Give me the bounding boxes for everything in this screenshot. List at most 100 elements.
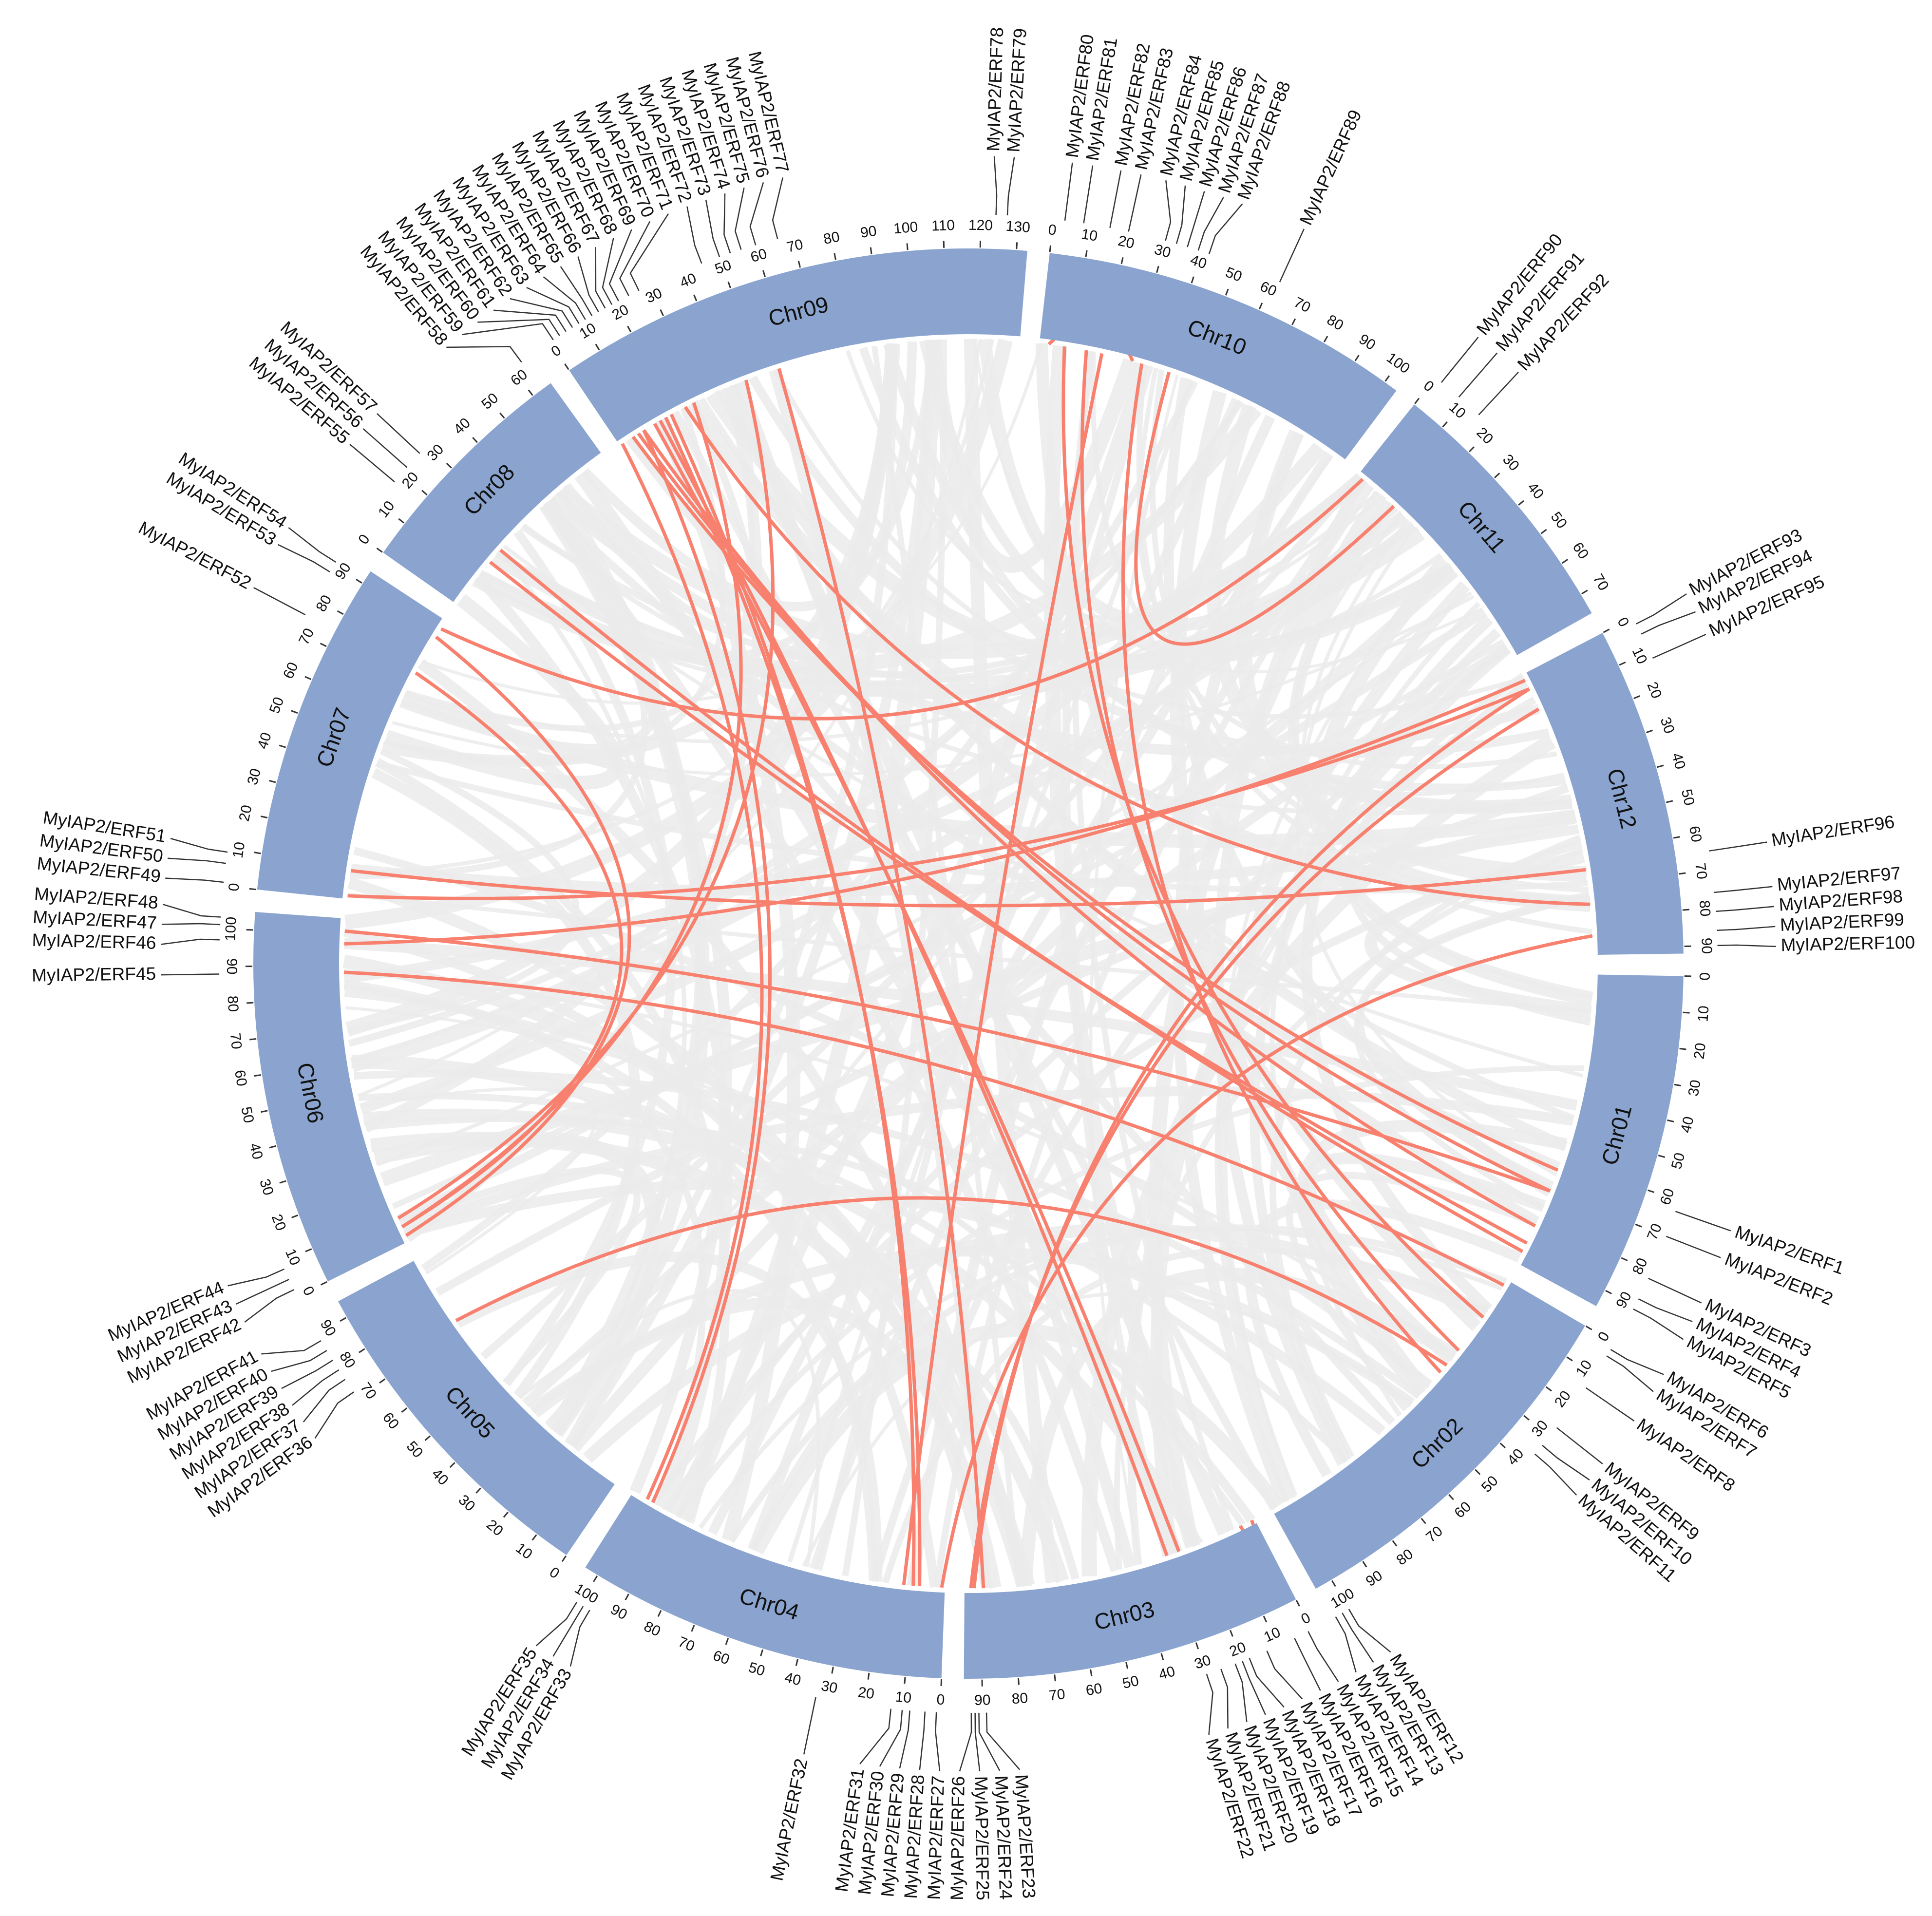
gene-leader xyxy=(1234,1663,1248,1722)
background-link xyxy=(1170,390,1430,1395)
gene-leader xyxy=(1585,1387,1635,1422)
tick-mark xyxy=(1648,1189,1655,1193)
background-link xyxy=(557,473,1366,659)
gene-leader xyxy=(985,1712,1021,1770)
gene-leader xyxy=(161,923,221,926)
gene-leader xyxy=(602,238,614,305)
gene-label: MyIAP2/ERF45 xyxy=(32,964,156,986)
tick-mark xyxy=(260,816,268,818)
tick-mark xyxy=(528,389,533,396)
tick-mark xyxy=(1414,398,1420,404)
tick-label: 0 xyxy=(226,882,243,892)
tick-mark xyxy=(1523,1415,1530,1421)
tick-label: 110 xyxy=(931,217,955,234)
duplication-link xyxy=(637,432,1551,1193)
gene-leader xyxy=(1064,162,1073,221)
gene-leader xyxy=(477,319,560,336)
gene-leader xyxy=(1717,944,1776,948)
tick-mark xyxy=(831,1667,834,1674)
gene-leader xyxy=(1458,352,1498,398)
tick-mark xyxy=(320,643,327,647)
tick-mark xyxy=(1518,500,1524,506)
tick-mark xyxy=(760,1649,764,1656)
tick-mark xyxy=(625,1594,629,1600)
gene-leader xyxy=(376,413,420,454)
tick-mark xyxy=(1621,1257,1628,1262)
duplication-link xyxy=(642,429,772,1503)
tick-mark xyxy=(1054,1674,1056,1682)
gene-leader xyxy=(271,1350,327,1372)
gene-label: MyIAP2/ERF100 xyxy=(1780,932,1915,955)
gene-leader xyxy=(314,1391,354,1439)
gene-leader xyxy=(1648,1277,1702,1304)
gene-label: MyIAP2/ERF46 xyxy=(32,930,156,953)
tick-mark xyxy=(1085,250,1088,258)
gene-leader xyxy=(705,199,720,257)
background-link xyxy=(1296,1119,1568,1398)
background-link xyxy=(750,1323,1284,1555)
tick-mark xyxy=(1667,1119,1674,1122)
tick-mark xyxy=(1545,1386,1552,1392)
background-link xyxy=(1296,526,1557,1176)
background-link xyxy=(543,497,710,1449)
tick-mark xyxy=(1090,1669,1093,1676)
gene-leader xyxy=(1675,1211,1731,1232)
gene-leader xyxy=(552,1606,584,1657)
gene-label: MyIAP2/ERF25 xyxy=(971,1776,993,1901)
duplication-link xyxy=(343,970,1505,1287)
gene-leader xyxy=(1633,1309,1684,1340)
tick-label: 90 xyxy=(224,958,240,975)
duplication-link xyxy=(940,934,1593,1588)
gene-leader xyxy=(446,346,522,363)
tick-mark xyxy=(305,1248,312,1252)
gene-label: MyIAP2/ERF78 xyxy=(983,27,1007,152)
tick-label: 80 xyxy=(1011,1690,1029,1707)
gene-leader xyxy=(227,1268,285,1287)
tick-label: 60 xyxy=(1084,1680,1103,1699)
tick-mark xyxy=(867,1672,870,1680)
gene-leader xyxy=(349,444,395,483)
tick-mark xyxy=(449,1462,455,1468)
gene-leader xyxy=(1606,1355,1654,1392)
gene-leader xyxy=(1440,337,1479,383)
tick-mark xyxy=(1125,1662,1129,1669)
tick-mark xyxy=(1291,318,1296,325)
gene-leader xyxy=(510,298,573,328)
tick-mark xyxy=(279,744,286,748)
tick-mark xyxy=(1585,1325,1592,1330)
gene-leader xyxy=(1556,1427,1603,1464)
gene-leader xyxy=(244,1289,294,1323)
duplication-link xyxy=(902,353,1104,1585)
tick-mark xyxy=(1421,1518,1426,1524)
tick-mark xyxy=(291,1214,299,1218)
tick-label: 20 xyxy=(1117,233,1136,252)
tick-mark xyxy=(254,852,261,854)
gene-leader xyxy=(619,221,651,296)
tick-label: 0 xyxy=(1697,972,1713,981)
gene-leader xyxy=(1175,185,1186,244)
background-link xyxy=(376,760,1588,894)
tick-label: 100 xyxy=(893,219,919,237)
tick-mark xyxy=(627,325,632,333)
duplication-link xyxy=(344,679,1526,946)
gene-leader xyxy=(1128,174,1142,232)
gene-leader xyxy=(1335,1616,1357,1672)
tick-mark xyxy=(1225,288,1229,296)
tick-mark xyxy=(421,490,428,495)
tick-mark xyxy=(1354,355,1360,361)
tick-mark xyxy=(475,1487,482,1494)
tick-mark xyxy=(1160,1653,1164,1660)
background-link xyxy=(401,1086,1574,1234)
tick-label: 80 xyxy=(1696,900,1713,917)
tick-mark xyxy=(561,1555,567,1562)
tick-mark xyxy=(472,436,478,443)
background-link xyxy=(376,591,1473,1167)
gene-leader xyxy=(859,1708,892,1764)
tick-label: 50 xyxy=(1121,1673,1140,1692)
tick-label: 90 xyxy=(974,1692,991,1708)
duplication-link xyxy=(344,929,1551,1193)
gene-leader xyxy=(1478,371,1519,416)
tick-mark xyxy=(291,710,298,714)
background-link xyxy=(1114,847,1584,1570)
